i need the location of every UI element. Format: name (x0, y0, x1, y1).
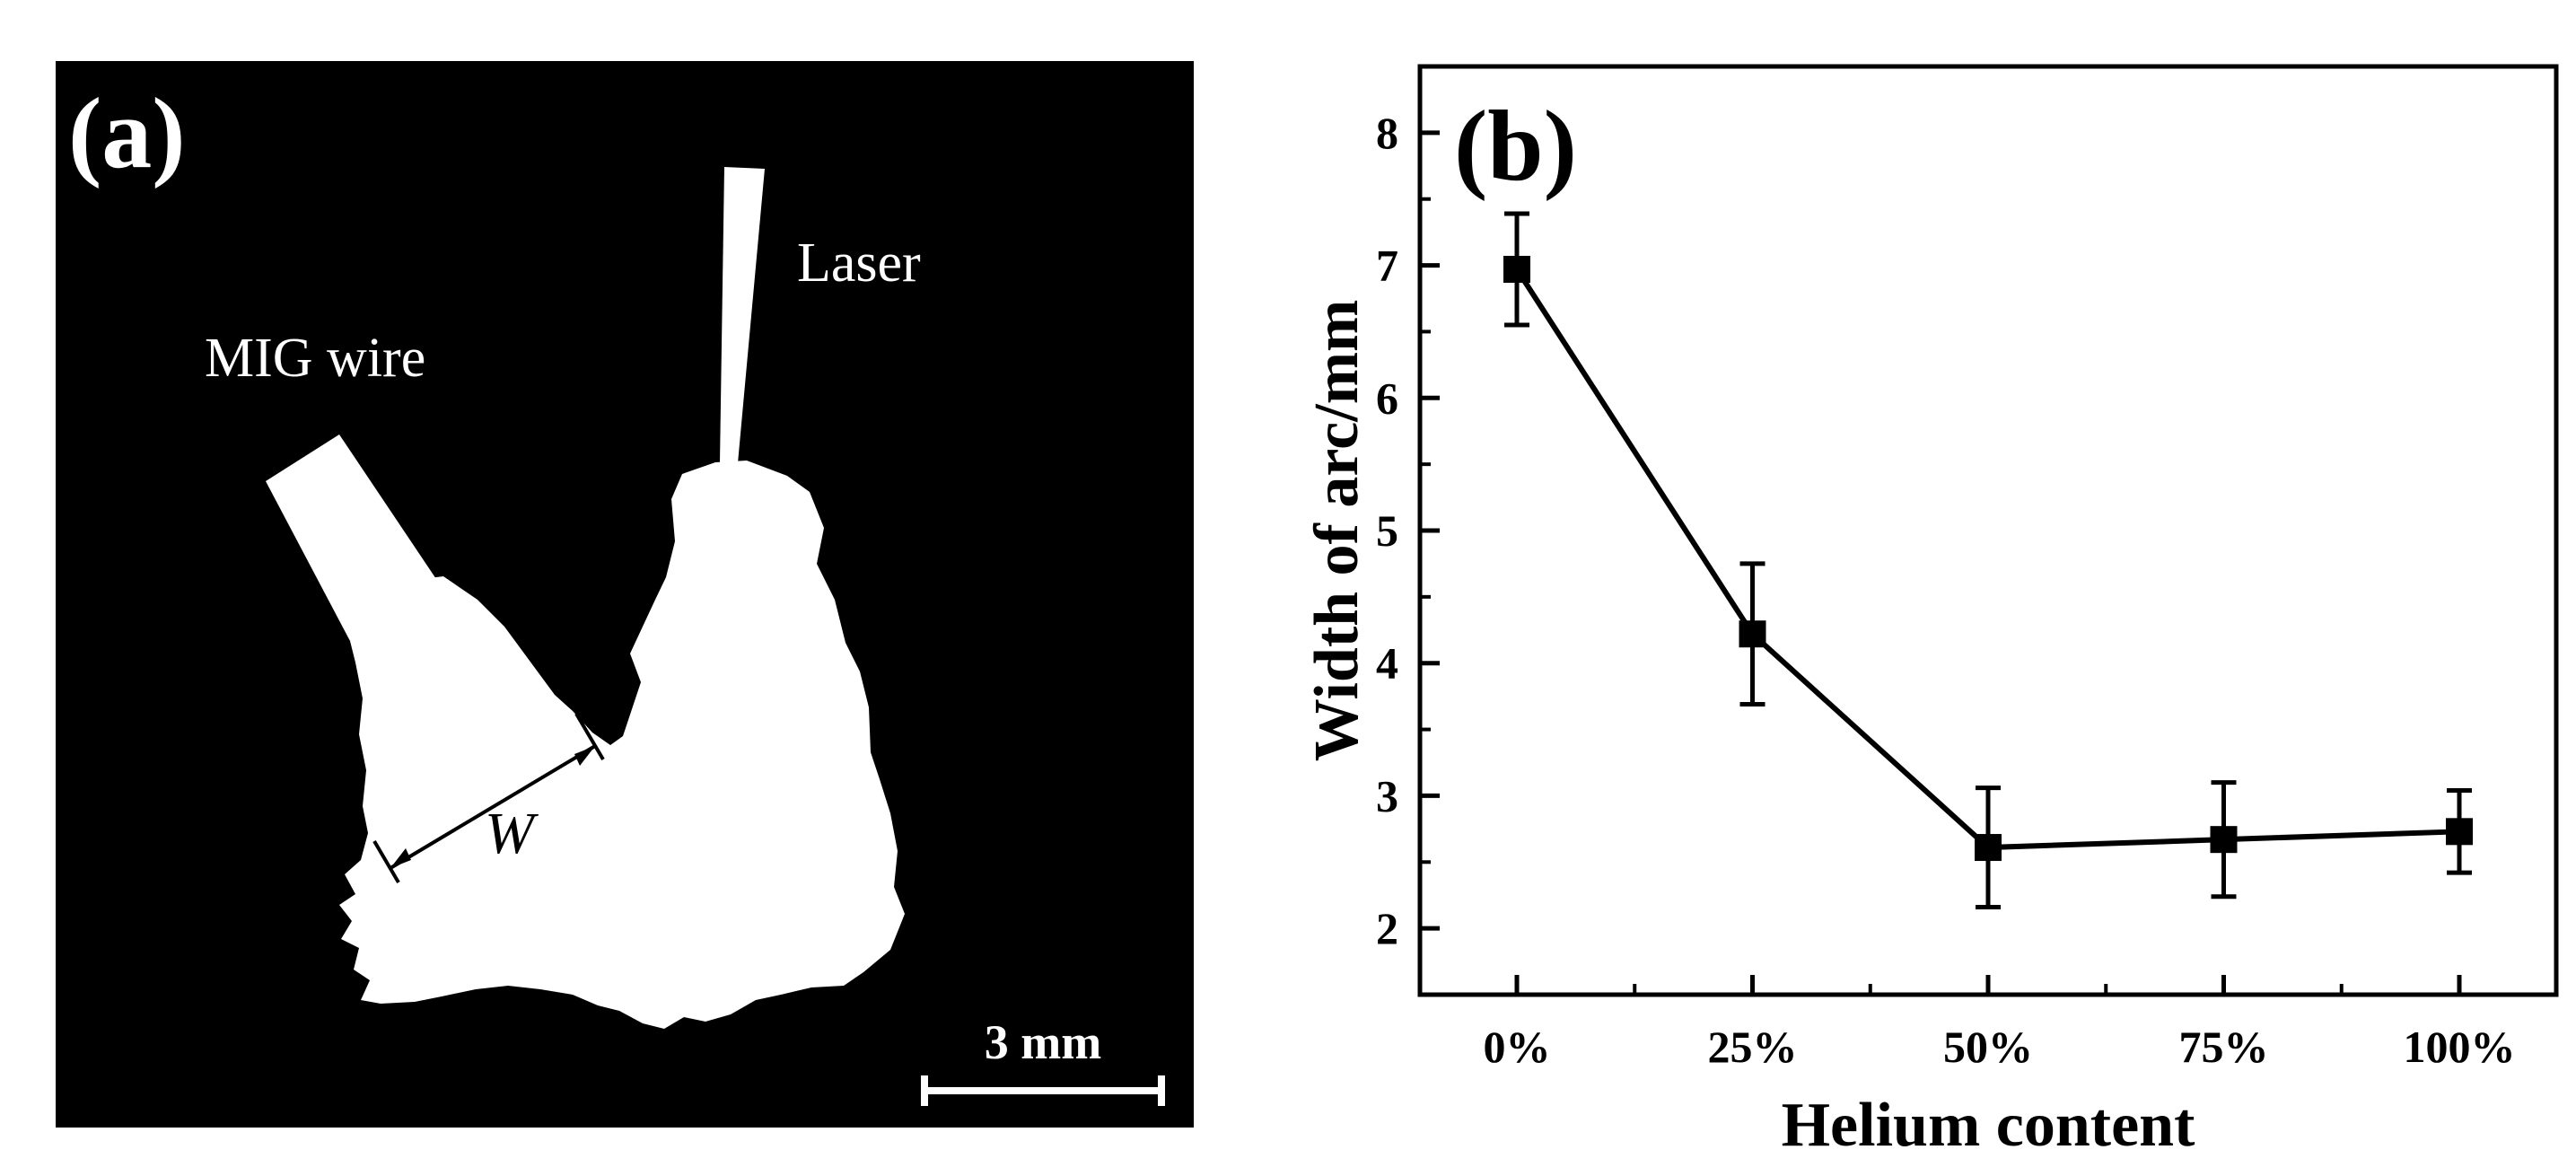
arc-width-chart: 2 3 4 5 6 7 8 0% 25% 50% 75% 100% (b) Helium conten… (1302, 64, 2559, 1160)
x-tick-label: 25% (1708, 1022, 1798, 1072)
y-tick-label: 2 (1376, 903, 1398, 953)
arc-plasma-shape (339, 461, 905, 1029)
arc-image-svg: (a) MIG wire Laser W 3 mm (68, 78, 1165, 1106)
y-tick-label: 8 (1376, 108, 1398, 158)
data-point-marker (1975, 834, 2002, 862)
width-symbol: W (485, 801, 539, 866)
chart-panel: 2 3 4 5 6 7 8 0% 25% 50% 75% 100% (b) Helium conten… (1194, 0, 2576, 1176)
panel-a-label: (a) (68, 78, 186, 189)
mig-wire-nozzle (266, 434, 438, 641)
series-line (1514, 268, 2460, 851)
y-tick-label: 6 (1376, 373, 1398, 423)
y-tick-label: 7 (1376, 241, 1398, 291)
data-point-marker (2446, 818, 2473, 846)
width-arrow-line (389, 744, 597, 870)
width-arrow-head-left (390, 848, 411, 868)
laser-beam (720, 167, 765, 463)
x-tick-label: 50% (1943, 1022, 2033, 1072)
data-point-marker (1503, 256, 1530, 284)
width-tick-right (574, 712, 605, 761)
y-tick-label: 4 (1376, 638, 1398, 689)
y-tick-label: 5 (1376, 505, 1398, 556)
width-tick-left (372, 839, 400, 884)
y-tick-label: 3 (1376, 770, 1398, 821)
data-point-marker (1739, 620, 1766, 648)
data-point-marker (2210, 826, 2238, 854)
x-tick-label: 100% (2404, 1022, 2516, 1072)
panel-b-label: (b) (1454, 91, 1577, 202)
laser-label: Laser (797, 233, 921, 294)
x-axis-title: Helium content (1782, 1091, 2195, 1160)
scale-bar-label: 3 mm (985, 1015, 1101, 1069)
arc-image-panel: (a) MIG wire Laser W 3 mm (56, 61, 1194, 1128)
x-tick-label: 0% (1484, 1022, 1551, 1072)
mig-wire-label: MIG wire (205, 328, 425, 389)
x-tick-label: 75% (2179, 1022, 2269, 1072)
width-arrow-head-right (574, 746, 595, 766)
y-axis-title: Width of arc/mm (1302, 300, 1371, 762)
